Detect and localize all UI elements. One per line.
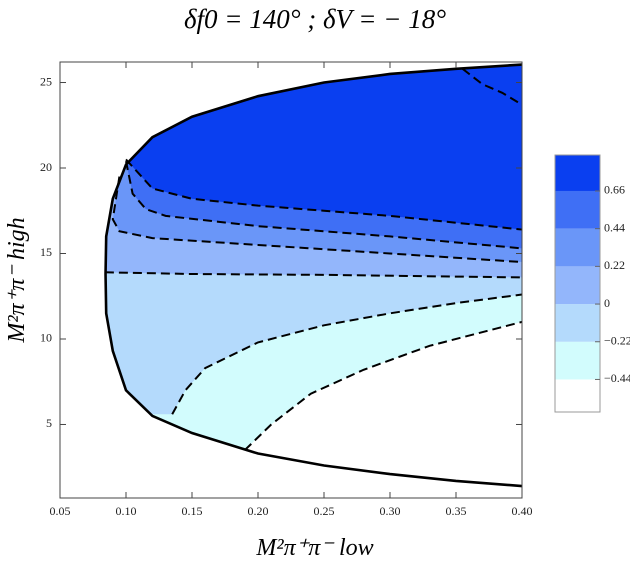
contour-line bbox=[125, 158, 523, 231]
contour-line bbox=[171, 293, 523, 415]
x-tick-label: 0.35 bbox=[446, 504, 467, 518]
x-tick-label: 0.10 bbox=[116, 504, 137, 518]
colorbar-tick-label: 0.44 bbox=[604, 220, 625, 234]
x-axis-label: M²π⁺π⁻ low bbox=[255, 535, 373, 561]
contour-line bbox=[111, 176, 523, 264]
contour-line bbox=[104, 271, 523, 279]
contour-fills bbox=[105, 64, 522, 487]
contour-line bbox=[461, 68, 523, 106]
colorbar-band bbox=[555, 228, 600, 267]
colorbar-band bbox=[555, 341, 600, 380]
colorbar-tick-label: 0 bbox=[604, 296, 610, 310]
contour-line bbox=[125, 160, 523, 250]
kinematic-boundary bbox=[104, 63, 523, 488]
y-axis-label: M²π⁺π⁻ high bbox=[4, 217, 30, 343]
x-tick-label: 0.15 bbox=[182, 504, 203, 518]
y-tick-label: 5 bbox=[46, 416, 52, 430]
colorbar-band bbox=[555, 266, 600, 305]
colorbar-tick-label: 0.66 bbox=[604, 183, 625, 197]
contour-line bbox=[244, 320, 523, 451]
x-tick-label: 0.40 bbox=[512, 504, 533, 518]
colorbar-frame bbox=[554, 154, 601, 413]
y-tick-label: 25 bbox=[40, 74, 52, 88]
colorbar-band bbox=[555, 155, 600, 191]
x-tick-label: 0.30 bbox=[380, 504, 401, 518]
y-tick-label: 10 bbox=[40, 331, 52, 345]
x-tick-label: 0.20 bbox=[248, 504, 269, 518]
x-tick-label: 0.25 bbox=[314, 504, 335, 518]
y-tick-label: 20 bbox=[40, 160, 52, 174]
x-tick-label: 0.05 bbox=[50, 504, 71, 518]
plot-frame bbox=[59, 61, 523, 499]
y-tick-label: 15 bbox=[40, 245, 52, 259]
colorbar-tick-label: −0.44 bbox=[604, 371, 630, 385]
colorbar-band bbox=[555, 304, 600, 342]
colorbar-tick-label: 0.22 bbox=[604, 258, 625, 272]
colorbar-band bbox=[555, 190, 600, 229]
chart-title: δf0 = 140° ; δV = − 18° bbox=[184, 4, 446, 34]
colorbar-tick-label: −0.22 bbox=[604, 334, 630, 348]
colorbar-band bbox=[555, 379, 600, 412]
